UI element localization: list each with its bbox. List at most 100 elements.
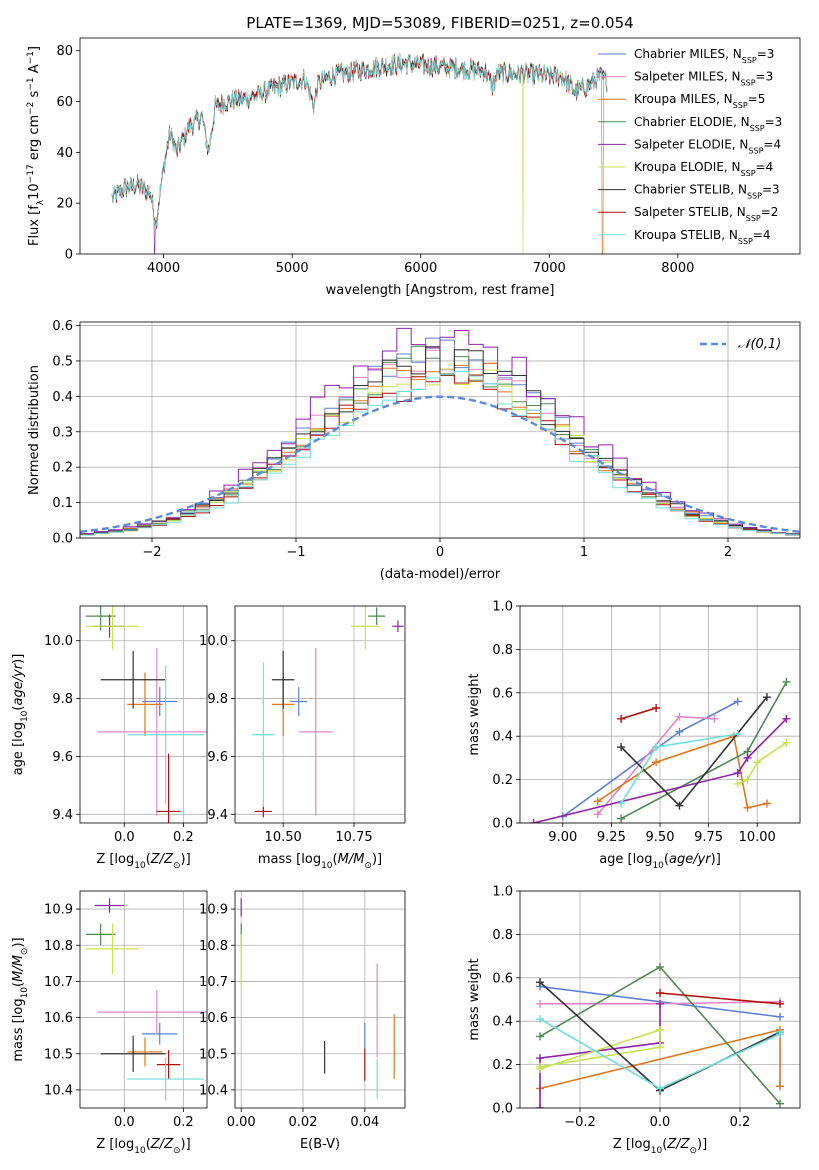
errorbar-point	[271, 650, 295, 709]
weight-marker	[753, 758, 762, 767]
x-tick-label: 0.0	[650, 1115, 671, 1130]
spectrum-line	[111, 54, 608, 254]
errorbar-point	[127, 1057, 205, 1101]
errorbar-point	[97, 647, 207, 816]
weight-series	[733, 738, 791, 788]
x-tick-label: 9.50	[646, 830, 675, 845]
spectrum-line	[111, 54, 608, 229]
x-axis-label: age [log10(age/yr)]	[599, 852, 721, 871]
y-tick-label: 1.0	[492, 885, 513, 900]
legend-text: Salpeter MILES, N	[634, 70, 741, 84]
label-part: 10	[134, 1146, 146, 1156]
weight-series	[536, 962, 784, 1108]
y-tick-label: 0.6	[52, 319, 73, 334]
y-tick-label: 0.6	[492, 971, 513, 986]
panel-4-axes: 9.00 9.25 9.50 9.75 10.00 0.0 0.2 0.4 0.6 0.8 1.0	[492, 600, 800, 845]
y-tick-label: 0.8	[492, 928, 513, 943]
x-tick-label: 0.04	[350, 1115, 379, 1130]
x-tick-label: 0.2	[173, 1115, 194, 1130]
y-axis-label: Normed distribution	[27, 365, 42, 495]
x-tick-label: 2	[724, 545, 732, 560]
weight-marker	[536, 1104, 544, 1108]
weight-marker	[776, 999, 784, 1008]
legend-text: Salpeter ELODIE, N	[634, 137, 748, 151]
errorbar-point	[100, 1035, 166, 1072]
label-part: )]	[181, 852, 191, 867]
panel-5-axes: 0.0 0.2 10.4 10.5 10.6 10.7 10.8 10.9	[44, 891, 207, 1130]
y-tick-label: 9.8	[207, 692, 228, 707]
legend-entry: Kroupa ELODIE, NSSP=4	[634, 160, 773, 178]
legend-text: =4	[756, 160, 774, 174]
errorbar-point	[142, 1023, 178, 1045]
weight-line	[620, 707, 657, 720]
legend-sub: SSP	[733, 101, 748, 110]
label-part: ⊙	[689, 1146, 697, 1156]
weight-marker	[617, 714, 626, 723]
normal-curve	[80, 395, 800, 533]
y-tick-label: 10.9	[199, 903, 228, 918]
weight-marker	[536, 1054, 544, 1063]
weight-marker	[536, 999, 544, 1008]
legend-text: =4	[763, 137, 781, 151]
legend-entry: Chabrier ELODIE, NSSP=3	[634, 115, 782, 133]
errorbar-frame	[79, 890, 208, 1109]
y-tick-label: 60	[56, 95, 73, 110]
weight-lines	[529, 677, 791, 823]
errorbar-point	[368, 607, 386, 625]
y-tick-label: 10.6	[199, 1011, 228, 1026]
errorbars	[85, 606, 207, 823]
y-tick-label: 0.0	[492, 817, 513, 832]
x-axis-label: mass [log10(M/M⊙)]	[258, 852, 382, 871]
label-part: −2	[26, 102, 36, 115]
panel-7-axes: −0.2 0.0 0.2 0.0 0.2 0.4 0.6 0.8 1.0	[492, 885, 800, 1130]
x-tick-label: 5000	[276, 261, 309, 276]
weight-marker	[656, 1084, 664, 1093]
label-part: (	[11, 706, 26, 711]
legend-text: =4	[753, 228, 771, 242]
x-tick-label: 0.0	[114, 830, 135, 845]
errorbar-point	[156, 1050, 181, 1080]
errorbar-point	[127, 665, 205, 805]
weight-marker	[762, 693, 771, 702]
label-part: (	[146, 1137, 151, 1152]
label-part: −1	[26, 77, 36, 90]
legend-sub: SSP	[738, 236, 753, 245]
legend-text: Chabrier STELIB, N	[634, 183, 747, 197]
weight-series	[656, 988, 784, 1008]
x-tick-label: 6000	[404, 261, 437, 276]
label-part: )]	[711, 852, 721, 867]
label-part: age [log	[599, 852, 652, 867]
label-part: )]	[372, 852, 382, 867]
y-tick-label: 0.1	[52, 496, 73, 511]
legend-entry: Chabrier MILES, NSSP=3	[634, 47, 774, 65]
label-part: λ	[36, 199, 46, 205]
weight-marker	[656, 988, 664, 997]
x-axis-label: Z [log10(Z/Z⊙)]	[96, 1137, 190, 1156]
x-tick-label: −2	[142, 545, 161, 560]
y-tick-label: 0.6	[492, 686, 513, 701]
label-part: erg cm	[27, 115, 42, 164]
x-tick-label: 10.00	[739, 830, 776, 845]
weight-series	[529, 714, 791, 823]
label-part: age/yr	[11, 662, 26, 705]
y-tick-label: 10.8	[44, 939, 73, 954]
x-tick-label: 1	[580, 545, 588, 560]
y-tick-label: 0.5	[52, 354, 73, 369]
histogram-frame	[79, 321, 801, 539]
legend-sub: SSP	[750, 123, 765, 132]
spectrum-line	[111, 54, 608, 254]
weight-line	[620, 733, 738, 804]
legend-text: Kroupa MILES, N	[634, 92, 733, 106]
errorbar-point	[85, 606, 140, 650]
legend-entry: Kroupa STELIB, NSSP=4	[634, 228, 771, 246]
x-tick-label: −1	[286, 545, 305, 560]
y-tick-label: 10.0	[44, 634, 73, 649]
label-part: −1	[26, 51, 36, 64]
legend-entry: Salpeter STELIB, NSSP=2	[634, 205, 778, 223]
weight-marker	[536, 978, 544, 987]
panel-2-axes: 0.0 0.2 9.4 9.6 9.8 10.0	[44, 606, 207, 845]
weight-series	[536, 1025, 664, 1073]
y-tick-label: 0.2	[492, 1058, 513, 1073]
errorbar-point	[100, 650, 166, 709]
errorbar-point	[142, 687, 178, 716]
